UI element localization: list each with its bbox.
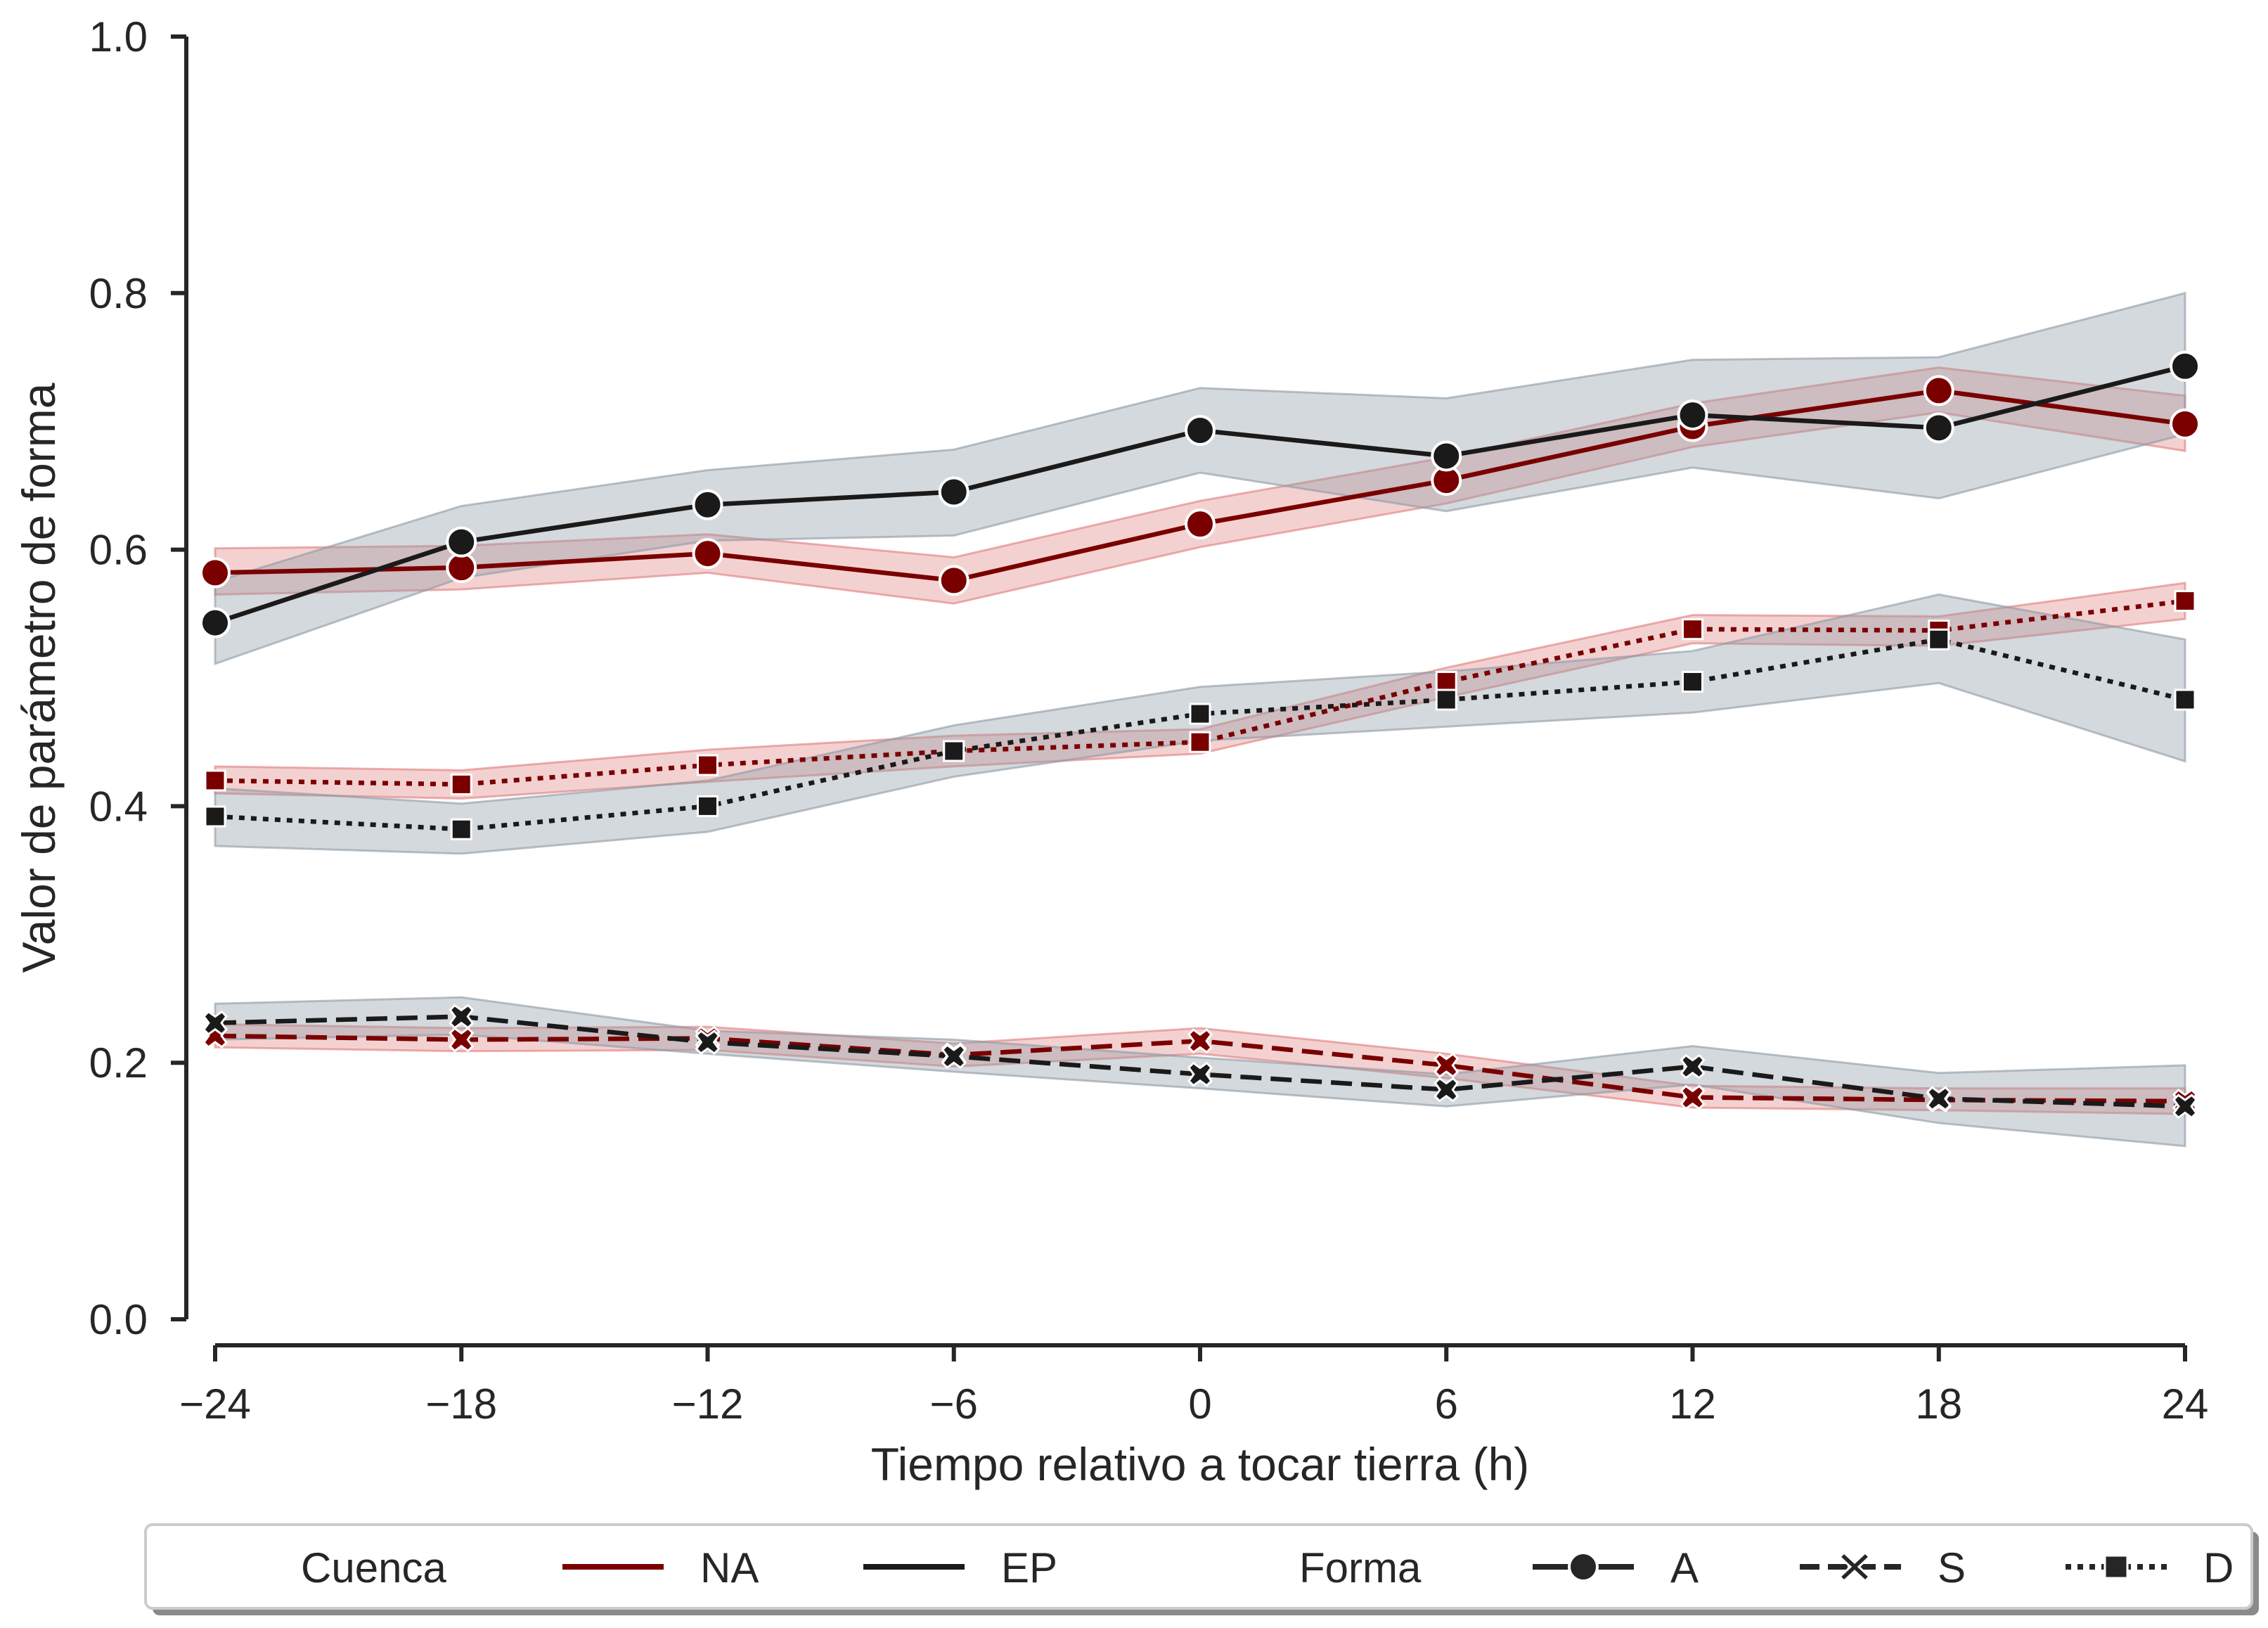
marker-ep-d <box>1435 688 1457 711</box>
x-tick-label: −24 <box>179 1380 251 1428</box>
legend-item-na: NA <box>562 1544 759 1591</box>
marker-na-s <box>1187 1028 1213 1054</box>
marker-ep-s <box>1187 1061 1213 1087</box>
x-tick-label: 18 <box>1915 1380 1962 1428</box>
marker-ep-s <box>2172 1094 2198 1120</box>
marker-na-a <box>1923 375 1954 406</box>
legend-label-na: NA <box>700 1544 759 1591</box>
marker-na-d <box>2174 590 2196 613</box>
y-tick-label: 0.0 <box>89 1296 148 1343</box>
y-tick-label: 0.2 <box>89 1039 148 1087</box>
marker-na-d <box>204 769 226 792</box>
legend-swatch-d-marker <box>2103 1554 2129 1579</box>
x-tick-label: 6 <box>1435 1380 1458 1428</box>
legend-item-s: S <box>1800 1544 1966 1591</box>
marker-ep-a <box>938 476 969 508</box>
legend-title-forma: Forma <box>1299 1544 1422 1591</box>
marker-na-a <box>2170 408 2201 440</box>
marker-ep-d <box>1189 703 1211 725</box>
marker-ep-d <box>2174 688 2196 711</box>
marker-ep-d <box>943 740 965 762</box>
x-axis-label: Tiempo relativo a tocar tierra (h) <box>871 1438 1530 1490</box>
legend-box <box>144 1523 2253 1610</box>
legend-label-d: D <box>2203 1544 2234 1591</box>
legend-label-ep: EP <box>1001 1544 1057 1591</box>
marker-ep-a <box>692 489 723 520</box>
marker-ep-d <box>697 795 719 817</box>
legend-swatch-a-marker <box>1568 1551 1599 1582</box>
marker-na-d <box>1189 731 1211 753</box>
y-tick-label: 1.0 <box>89 13 148 60</box>
y-axis: 0.0 0.2 0.4 0.6 0.8 1.0 Valor de parámetro de… <box>13 13 188 1343</box>
legend: Cuenca NA EP Forma A S D <box>144 1523 2259 1615</box>
legend-label-s: S <box>1938 1544 1966 1591</box>
marker-ep-a <box>446 526 477 558</box>
x-tick-label: 0 <box>1188 1380 1211 1428</box>
marker-na-a <box>1185 508 1216 540</box>
marker-ep-a <box>1923 412 1954 444</box>
legend-item-a: A <box>1533 1544 1699 1591</box>
x-tick-label: −6 <box>930 1380 978 1428</box>
marker-ep-s <box>1926 1086 1952 1112</box>
marker-ep-a <box>1185 414 1216 446</box>
marker-ep-a <box>1677 399 1708 431</box>
x-axis: −24 −18 −12 −6 0 6 12 18 24 Tiempo relativo a to… <box>179 1343 2208 1490</box>
x-tick-label: −12 <box>672 1380 744 1428</box>
x-tick-label: 24 <box>2162 1380 2209 1428</box>
marker-na-a <box>692 538 723 570</box>
marker-ep-d <box>1928 628 1950 650</box>
marker-na-s <box>1680 1084 1706 1110</box>
marker-ep-a <box>200 607 231 639</box>
marker-ep-s <box>449 1004 475 1030</box>
marker-na-a <box>938 565 969 596</box>
series-markers <box>200 350 2201 1120</box>
marker-na-d <box>1682 618 1703 641</box>
legend-label-a: A <box>1670 1544 1699 1591</box>
marker-ep-s <box>202 1010 228 1036</box>
y-tick-label: 0.4 <box>89 783 148 830</box>
legend-item-d: D <box>2066 1544 2234 1591</box>
marker-na-d <box>697 754 719 776</box>
marker-na-a <box>446 552 477 584</box>
marker-ep-d <box>1682 670 1703 693</box>
y-tick-label: 0.6 <box>89 527 148 574</box>
marker-na-s <box>1433 1052 1460 1078</box>
y-ticks: 0.0 0.2 0.4 0.6 0.8 1.0 <box>89 13 186 1343</box>
x-tick-label: 12 <box>1669 1380 1716 1428</box>
marker-ep-a <box>1431 440 1462 472</box>
marker-ep-s <box>1680 1053 1706 1079</box>
marker-ep-s <box>695 1030 721 1055</box>
marker-ep-s <box>1433 1077 1460 1103</box>
y-tick-label: 0.8 <box>89 270 148 317</box>
marker-ep-d <box>204 805 226 828</box>
marker-na-a <box>200 557 231 589</box>
marker-ep-d <box>450 818 472 840</box>
marker-ep-a <box>2170 350 2201 382</box>
legend-swatch-s-marker <box>1838 1551 1871 1583</box>
y-axis-label: Valor de parámetro de forma <box>13 383 65 973</box>
x-ticks: −24 −18 −12 −6 0 6 12 18 24 <box>179 1345 2208 1428</box>
legend-item-ep: EP <box>863 1544 1057 1591</box>
x-tick-label: −18 <box>425 1380 497 1428</box>
legend-title-cuenca: Cuenca <box>301 1544 446 1591</box>
marker-ep-s <box>941 1044 967 1070</box>
marker-na-d <box>450 773 472 795</box>
marker-na-d <box>1435 670 1457 693</box>
